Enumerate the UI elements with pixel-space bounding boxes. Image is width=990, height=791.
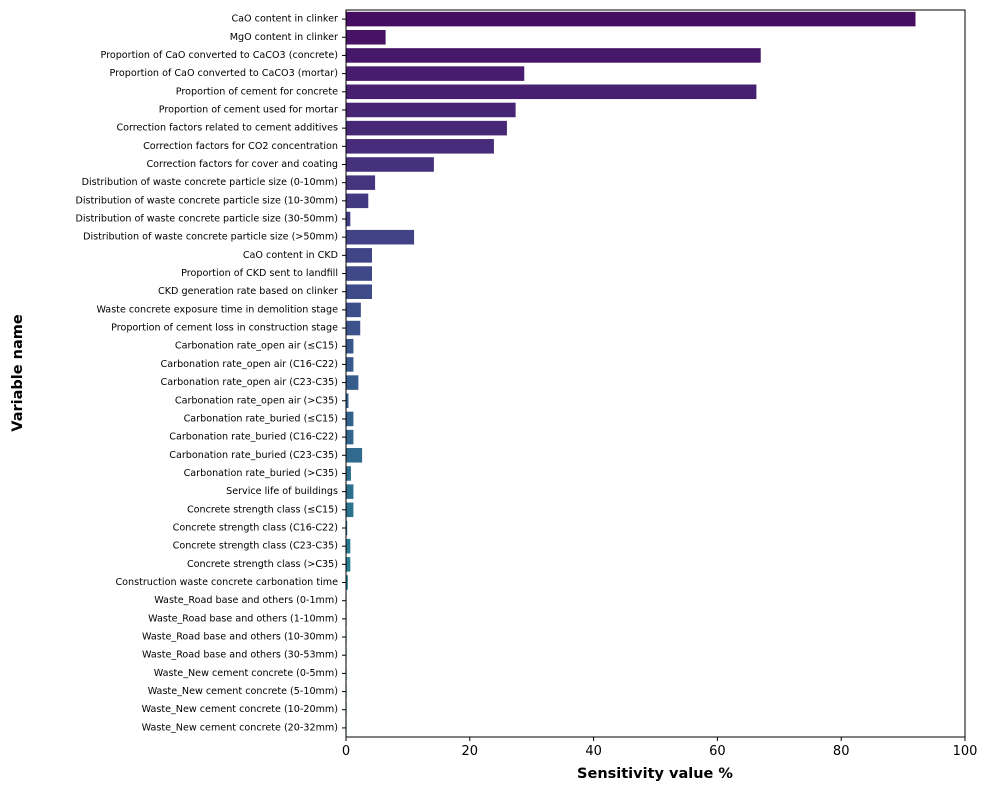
bar — [346, 302, 361, 318]
category-label: CKD generation rate based on clinker — [158, 286, 338, 297]
bar — [346, 338, 354, 354]
category-label: Proportion of CaO converted to CaCO3 (co… — [100, 50, 338, 61]
category-label: CaO content in clinker — [231, 14, 338, 25]
bar — [346, 120, 507, 136]
bar — [346, 448, 363, 463]
y-axis-title: Variable name — [10, 314, 26, 432]
bar — [346, 157, 434, 172]
bar — [346, 502, 354, 518]
category-label: Construction waste concrete carbonation … — [115, 577, 338, 588]
bar — [346, 375, 359, 390]
category-label: Carbonation rate_buried (C23-C35) — [169, 450, 338, 461]
bar — [346, 29, 386, 45]
category-label: Waste concrete exposure time in demoliti… — [96, 304, 338, 315]
category-label: Distribution of waste concrete particle … — [83, 232, 338, 243]
bar — [346, 266, 372, 281]
category-label: Proportion of CaO converted to CaCO3 (mo… — [110, 68, 338, 79]
category-label: Waste_Road base and others (0-1mm) — [154, 595, 338, 606]
bar — [346, 193, 369, 209]
category-label: Waste_Road base and others (1-10mm) — [148, 613, 338, 624]
category-label: Waste_Road base and others (30-53mm) — [142, 650, 338, 661]
category-label: Correction factors for cover and coating — [146, 159, 338, 170]
bar — [346, 393, 349, 409]
category-label: Distribution of waste concrete particle … — [75, 214, 338, 225]
category-label: Correction factors for CO2 concentration — [143, 141, 338, 152]
bar — [346, 320, 361, 336]
bar — [346, 575, 348, 590]
category-label: Waste_New cement concrete (10-20mm) — [142, 704, 338, 715]
category-label: Carbonation rate_open air (>C35) — [175, 395, 338, 406]
category-label: Concrete strength class (≤C15) — [187, 504, 338, 515]
x-tick-label: 0 — [342, 744, 350, 759]
bar — [346, 411, 354, 427]
bar — [346, 284, 372, 299]
category-label: Distribution of waste concrete particle … — [82, 177, 338, 188]
category-label: Carbonation rate_open air (≤C15) — [175, 341, 338, 352]
category-label: Proportion of cement loss in constructio… — [111, 323, 338, 334]
category-label: MgO content in clinker — [230, 32, 338, 43]
x-axis-title: Sensitivity value % — [577, 766, 733, 782]
x-tick-label: 60 — [709, 744, 726, 759]
bar — [346, 229, 415, 245]
category-label: Carbonation rate_open air (C16-C22) — [161, 359, 338, 370]
category-label: Waste_Road base and others (10-30mm) — [142, 632, 338, 643]
bar — [346, 175, 376, 190]
category-label: Proportion of cement for concrete — [176, 86, 338, 97]
category-label: Carbonation rate_buried (>C35) — [184, 468, 338, 479]
x-tick-label: 40 — [585, 744, 602, 759]
x-tick-label: 80 — [833, 744, 850, 759]
bar — [346, 48, 761, 63]
bar — [346, 11, 916, 27]
category-label: Concrete strength class (C23-C35) — [173, 541, 338, 552]
category-label: Correction factors related to cement add… — [116, 123, 338, 134]
category-label: Concrete strength class (C16-C22) — [173, 522, 338, 533]
category-label: Distribution of waste concrete particle … — [75, 195, 338, 206]
bar — [346, 538, 351, 554]
category-label: CaO content in CKD — [243, 250, 338, 261]
bar — [346, 357, 354, 372]
bar — [346, 84, 757, 100]
category-label: Proportion of cement used for mortar — [159, 104, 338, 115]
bar — [346, 102, 516, 118]
category-label: Carbonation rate_buried (≤C15) — [184, 413, 338, 424]
category-label: Carbonation rate_open air (C23-C35) — [161, 377, 338, 388]
x-axis-ticks: 0 20 40 60 80 100 — [342, 737, 978, 759]
category-label: Proportion of CKD sent to landfill — [181, 268, 338, 279]
bar — [346, 484, 354, 499]
x-tick-label: 100 — [953, 744, 978, 759]
bar — [346, 66, 525, 81]
bars-layer — [346, 11, 916, 736]
bar — [346, 248, 372, 263]
bar — [346, 466, 351, 481]
category-labels: CaO content in clinker MgO content in cli… — [75, 14, 346, 733]
x-tick-label: 20 — [462, 744, 479, 759]
category-label: Waste_New cement concrete (20-32mm) — [142, 722, 338, 733]
category-label: Carbonation rate_buried (C16-C22) — [169, 432, 338, 443]
bar — [346, 520, 348, 536]
category-label: Waste_New cement concrete (5-10mm) — [148, 686, 338, 697]
category-label: Service life of buildings — [226, 486, 338, 497]
category-label: Waste_New cement concrete (0-5mm) — [154, 668, 338, 679]
bar — [346, 139, 494, 154]
plot-frame — [345, 9, 966, 738]
bar — [346, 429, 354, 445]
category-label: Concrete strength class (>C35) — [187, 559, 338, 570]
bar — [346, 211, 351, 227]
bar — [346, 557, 351, 572]
